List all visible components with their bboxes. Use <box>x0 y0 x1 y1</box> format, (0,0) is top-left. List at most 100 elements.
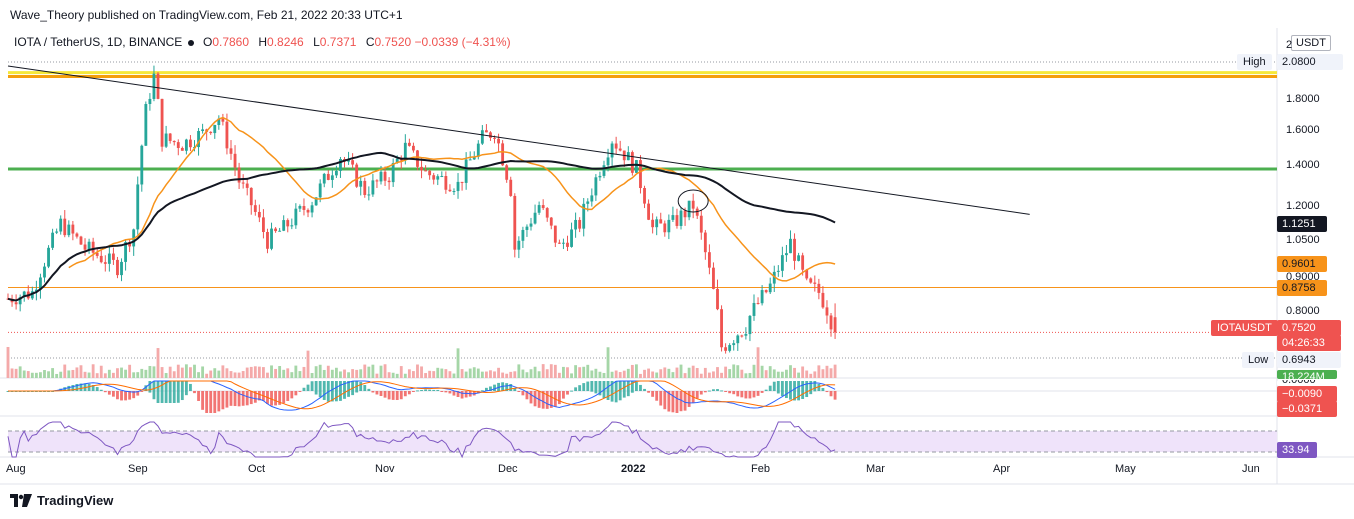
volume-bar <box>318 364 322 378</box>
symbol-legend: IOTA / TetherUS, 1D, BINANCE O0.7860 H0.… <box>14 35 511 49</box>
volume-bar <box>428 370 432 378</box>
macd-histogram-bar <box>699 391 703 395</box>
candle <box>566 242 569 247</box>
candle <box>59 218 63 232</box>
symbol-title[interactable]: IOTA / TetherUS, 1D, BINANCE <box>14 35 183 49</box>
time-axis-label: Apr <box>993 463 1011 475</box>
volume-bar <box>740 369 744 378</box>
volume-bar <box>760 365 764 378</box>
volume-bar <box>659 369 663 378</box>
volume-bar <box>456 348 460 378</box>
rsi-band <box>8 431 1277 452</box>
macd-histogram-bar <box>590 381 594 392</box>
candle <box>541 205 545 209</box>
macd-histogram-bar <box>330 381 334 402</box>
macd-histogram-bar <box>505 383 509 391</box>
candle <box>18 297 22 305</box>
volume-bar <box>67 370 71 378</box>
volume-bar <box>541 364 545 378</box>
candle <box>809 278 813 283</box>
macd-histogram-bar <box>201 391 205 410</box>
macd-histogram-bar <box>180 381 184 401</box>
macd-histogram-bar <box>213 391 217 413</box>
macd-histogram-bar <box>322 381 326 400</box>
macd-histogram-bar <box>655 391 659 401</box>
candle <box>744 334 748 336</box>
candle <box>610 143 614 158</box>
volume-bar <box>156 348 160 378</box>
volume-bar <box>744 373 748 378</box>
candle <box>91 241 95 253</box>
macd-histogram-bar <box>630 381 634 393</box>
volume-bar <box>614 370 618 378</box>
candle <box>330 175 334 180</box>
volume-bar <box>537 371 541 378</box>
macd-histogram-bar <box>71 385 75 391</box>
volume-bar <box>391 372 395 378</box>
macd-histogram-bar <box>493 384 496 391</box>
candle <box>655 219 659 228</box>
candle <box>752 302 756 316</box>
candle <box>480 130 484 144</box>
macd-histogram-bar <box>221 391 225 410</box>
footer-brand[interactable]: TradingView <box>10 493 113 508</box>
macd-histogram-bar <box>156 381 160 403</box>
volume-bar <box>793 367 796 378</box>
volume-bar <box>472 367 476 378</box>
candle <box>780 255 784 271</box>
candle <box>55 231 59 233</box>
volume-bar <box>111 372 115 378</box>
volume-bar <box>14 368 18 378</box>
macd-histogram-bar <box>91 385 95 391</box>
macd-histogram-bar <box>124 391 127 401</box>
candle <box>659 219 663 224</box>
candle <box>43 266 46 278</box>
low-value: 0.7371 <box>319 35 357 49</box>
volume-bar <box>286 368 290 378</box>
candle <box>83 244 87 250</box>
candle <box>322 173 326 184</box>
candle <box>817 283 821 293</box>
candle <box>533 212 537 224</box>
macd-histogram-bar <box>79 383 83 391</box>
macd-histogram-bar <box>67 385 71 391</box>
volume-bar <box>197 372 200 378</box>
candle <box>339 159 342 171</box>
volume-bar <box>732 364 736 378</box>
candle <box>586 201 590 204</box>
candle <box>314 197 318 206</box>
macd-histogram-bar <box>128 391 132 400</box>
candle <box>497 138 500 144</box>
candle <box>501 143 505 166</box>
currency-button[interactable]: USDT <box>1291 35 1331 51</box>
candle <box>582 203 586 229</box>
macd-histogram-bar <box>245 391 249 406</box>
macd-histogram-bar <box>797 381 801 401</box>
volume-bar <box>6 346 10 378</box>
volume-bar <box>768 366 772 378</box>
volume-bar <box>448 371 452 378</box>
macd-histogram-bar <box>825 391 829 393</box>
publisher-line: Wave_Theory published on TradingView.com… <box>10 8 403 22</box>
candle <box>217 118 221 125</box>
volume-bar <box>18 366 22 378</box>
macd-histogram-bar <box>233 391 237 407</box>
macd-histogram-bar <box>525 391 529 400</box>
macd-histogram-bar <box>707 390 711 392</box>
candle <box>347 160 350 162</box>
volume-bar <box>432 371 436 378</box>
volume-bar <box>468 368 472 378</box>
volume-bar <box>201 366 205 378</box>
volume-bar <box>168 366 172 378</box>
volume-bar <box>785 369 788 378</box>
volume-bar <box>343 369 346 378</box>
volume-bar <box>51 368 55 378</box>
volume-bar <box>363 364 367 378</box>
volume-bar <box>124 369 127 378</box>
open-value: 0.7860 <box>212 35 250 49</box>
macd-histogram-bar <box>586 381 590 391</box>
candle <box>180 147 184 151</box>
volume-bar <box>43 370 46 378</box>
candle <box>618 148 622 151</box>
